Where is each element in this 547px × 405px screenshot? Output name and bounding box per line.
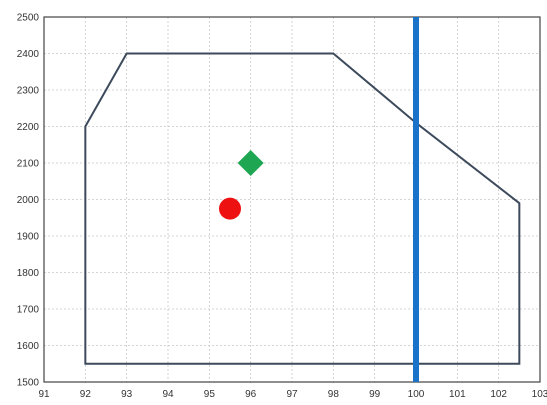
y-tick-label: 2000 xyxy=(17,195,40,206)
x-tick-label: 95 xyxy=(204,389,216,400)
y-tick-label: 2300 xyxy=(17,86,40,97)
x-tick-label: 92 xyxy=(80,389,92,400)
y-tick-labels: 1500 1600 1700 1800 1900 2000 2100 2200 2300 2400… xyxy=(17,13,40,389)
y-tick-label: 2500 xyxy=(17,13,40,24)
y-tick-label: 1500 xyxy=(17,378,40,389)
x-tick-label: 93 xyxy=(121,389,133,400)
data-point-diamond xyxy=(237,150,264,176)
x-tick-label: 98 xyxy=(328,389,340,400)
x-tick-label: 103 xyxy=(532,389,547,400)
x-tick-label: 99 xyxy=(369,389,381,400)
x-tick-label: 97 xyxy=(286,389,298,400)
plot-frame xyxy=(43,16,541,383)
x-tick-label: 94 xyxy=(162,389,174,400)
y-tick-label: 2200 xyxy=(17,122,40,133)
envelope-polygon xyxy=(84,52,521,365)
y-tick-label: 1700 xyxy=(17,305,40,316)
y-tick-label: 1900 xyxy=(17,232,40,243)
y-tick-label: 2100 xyxy=(17,159,40,170)
grid xyxy=(43,16,541,383)
y-tick-label: 1600 xyxy=(17,341,40,352)
y-tick-label: 1800 xyxy=(17,268,40,279)
y-tick-label: 2400 xyxy=(17,49,40,60)
x-tick-label: 91 xyxy=(38,389,50,400)
x-tick-label: 96 xyxy=(245,389,257,400)
data-points xyxy=(219,150,264,220)
x-tick-label: 101 xyxy=(449,389,466,400)
x-tick-label: 102 xyxy=(490,389,507,400)
x-tick-label: 100 xyxy=(408,389,425,400)
x-tick-labels: 91 92 93 94 95 96 97 98 99 100 101 102 103 xyxy=(38,389,547,400)
data-point-circle xyxy=(219,197,241,220)
